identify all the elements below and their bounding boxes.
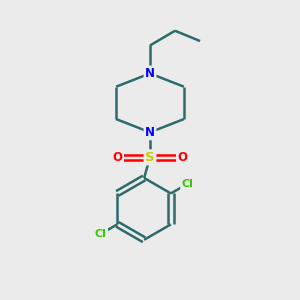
Text: Cl: Cl <box>95 229 107 239</box>
Text: S: S <box>145 151 155 164</box>
Text: N: N <box>145 126 155 139</box>
Text: Cl: Cl <box>182 179 194 189</box>
Text: O: O <box>177 151 188 164</box>
Text: N: N <box>145 67 155 80</box>
Text: O: O <box>112 151 123 164</box>
